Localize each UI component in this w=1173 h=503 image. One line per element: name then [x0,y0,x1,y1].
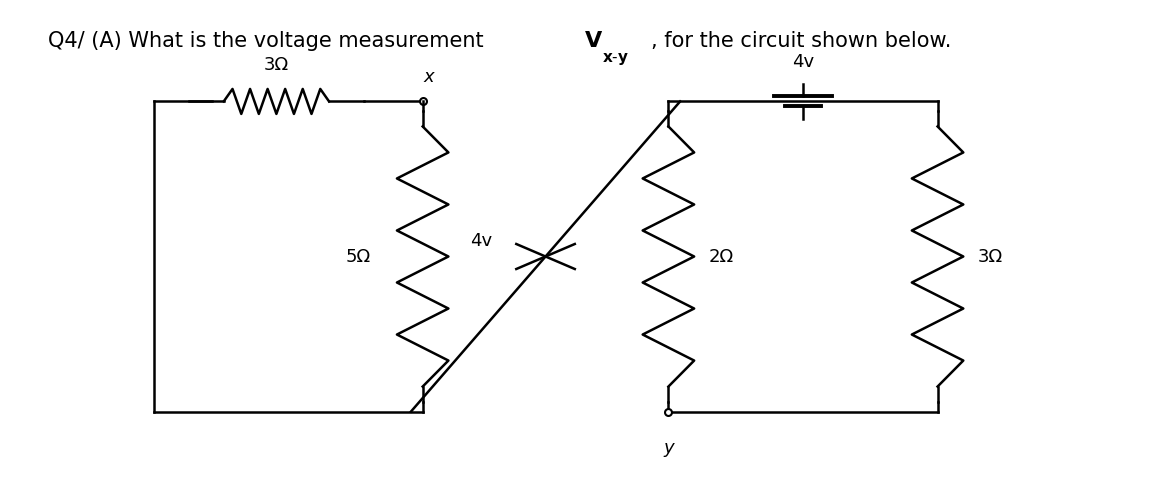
Text: $\mathbf{x\text{-}y}$: $\mathbf{x\text{-}y}$ [602,51,629,67]
Text: , for the circuit shown below.: , for the circuit shown below. [651,31,951,51]
Text: 4v: 4v [792,53,814,71]
Text: Q4/ (A) What is the voltage measurement: Q4/ (A) What is the voltage measurement [48,31,490,51]
Text: 3Ω: 3Ω [264,56,289,74]
Text: 2Ω: 2Ω [708,247,733,266]
Text: 5Ω: 5Ω [346,247,371,266]
Text: y: y [663,439,673,457]
Text: $\mathbf{V}$: $\mathbf{V}$ [584,31,603,51]
Text: 4v: 4v [470,232,493,250]
Text: 3Ω: 3Ω [977,247,1003,266]
Text: x: x [423,68,434,87]
